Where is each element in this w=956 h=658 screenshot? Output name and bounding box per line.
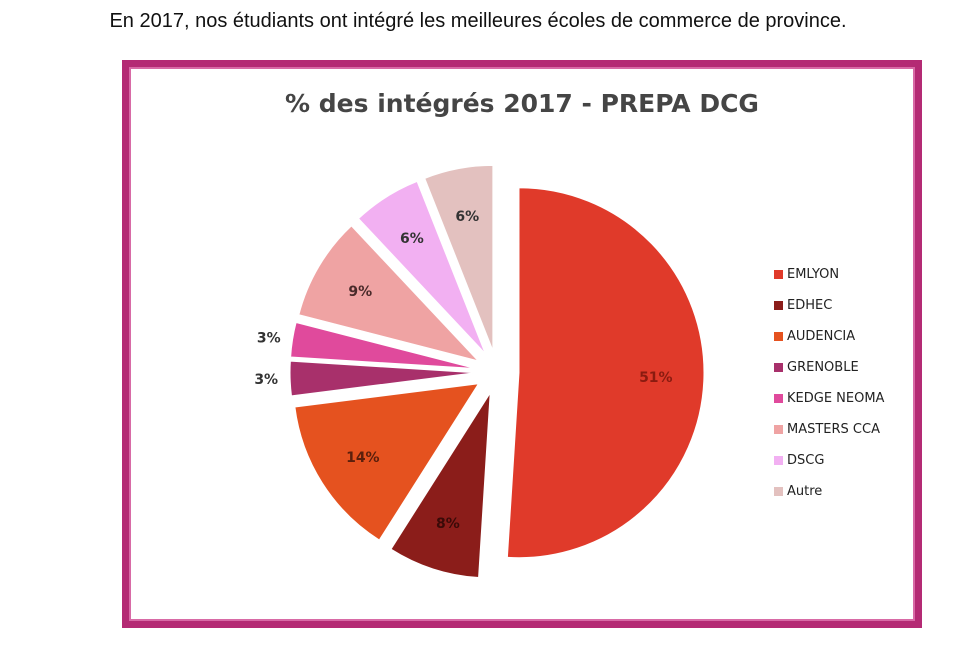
page-caption: En 2017, nos étudiants ont intégré les m… (109, 10, 847, 32)
legend-item: MASTERS CCA (774, 414, 884, 445)
legend-item: EMLYON (774, 259, 884, 290)
chart-legend: EMLYON EDHEC AUDENCIA GRENOBLE KEDGE NEOMA MA… (774, 259, 884, 507)
slice-label: 3% (257, 331, 281, 347)
legend-item: Autre (774, 476, 884, 507)
pie-slice-dscg (357, 180, 486, 354)
legend-swatch (774, 270, 783, 279)
legend-item: AUDENCIA (774, 321, 884, 352)
legend-label: EMLYON (787, 267, 840, 282)
legend-swatch (774, 487, 783, 496)
legend-label: GRENOBLE (787, 360, 859, 375)
legend-label: DSCG (787, 453, 825, 468)
legend-item: DSCG (774, 445, 884, 476)
pie-slice-masters-cca (298, 225, 480, 362)
legend-swatch (774, 332, 783, 341)
slice-label: 6% (455, 209, 479, 225)
legend-item: KEDGE NEOMA (774, 383, 884, 414)
pie-slice-emlyon (506, 187, 705, 559)
slice-label: 6% (400, 231, 424, 247)
legend-label: AUDENCIA (787, 329, 856, 344)
pie-slice-grenoble (289, 360, 476, 397)
legend-item: EDHEC (774, 290, 884, 321)
legend-swatch (774, 456, 783, 465)
legend-swatch (774, 425, 783, 434)
legend-swatch (774, 394, 783, 403)
legend-swatch (774, 301, 783, 310)
slice-label: 51% (639, 370, 673, 386)
pie-slice-edhec (390, 392, 491, 579)
pie-chart: 51% 8% 14% 3% 3% 9% 6% 6% (254, 164, 705, 579)
legend-label: KEDGE NEOMA (787, 391, 885, 406)
legend-label: EDHEC (787, 298, 833, 313)
chart-frame: % des intégrés 2017 - PREPA DCG 51% 8% 14%… (122, 60, 922, 628)
legend-label: MASTERS CCA (787, 422, 880, 437)
legend-label: Autre (787, 484, 823, 499)
slice-label: 3% (254, 372, 278, 388)
slice-label: 9% (348, 284, 372, 300)
pie-slice-autre (424, 164, 494, 351)
pie-slice-audencia (294, 383, 480, 541)
legend-swatch (774, 363, 783, 372)
pie-slice-kedge-neoma (290, 321, 476, 370)
chart-title: % des intégrés 2017 - PREPA DCG (285, 89, 759, 118)
legend-item: GRENOBLE (774, 352, 884, 383)
slice-label: 14% (346, 450, 380, 466)
slice-label: 8% (436, 516, 460, 532)
